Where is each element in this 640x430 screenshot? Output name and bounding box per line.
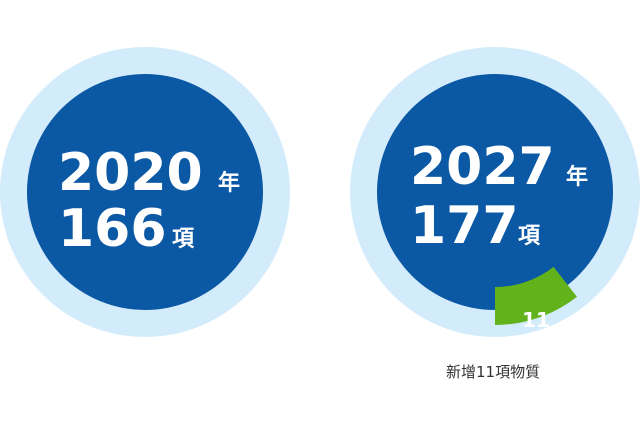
count-unit-2027: 項 xyxy=(518,224,541,249)
inner-disc-2027 xyxy=(377,74,613,310)
year-unit-2027: 年 xyxy=(566,164,588,190)
added-label-2027: 11 xyxy=(522,308,550,332)
year-unit-2020: 年 xyxy=(218,170,240,196)
added-segment-2027 xyxy=(495,266,577,325)
chart-2027: 2027 年 177 項 11 xyxy=(350,47,640,337)
chart-2020: 2020 年 166 項 xyxy=(0,47,290,337)
inner-disc-2020 xyxy=(27,74,263,310)
added-note: 新增11項物質 xyxy=(446,363,540,381)
year-2027: 2027 xyxy=(410,137,555,197)
count-2027: 177 xyxy=(410,196,519,256)
count-unit-2020: 項 xyxy=(172,227,195,252)
count-2020: 166 xyxy=(58,199,167,259)
year-2020: 2020 xyxy=(58,143,203,203)
